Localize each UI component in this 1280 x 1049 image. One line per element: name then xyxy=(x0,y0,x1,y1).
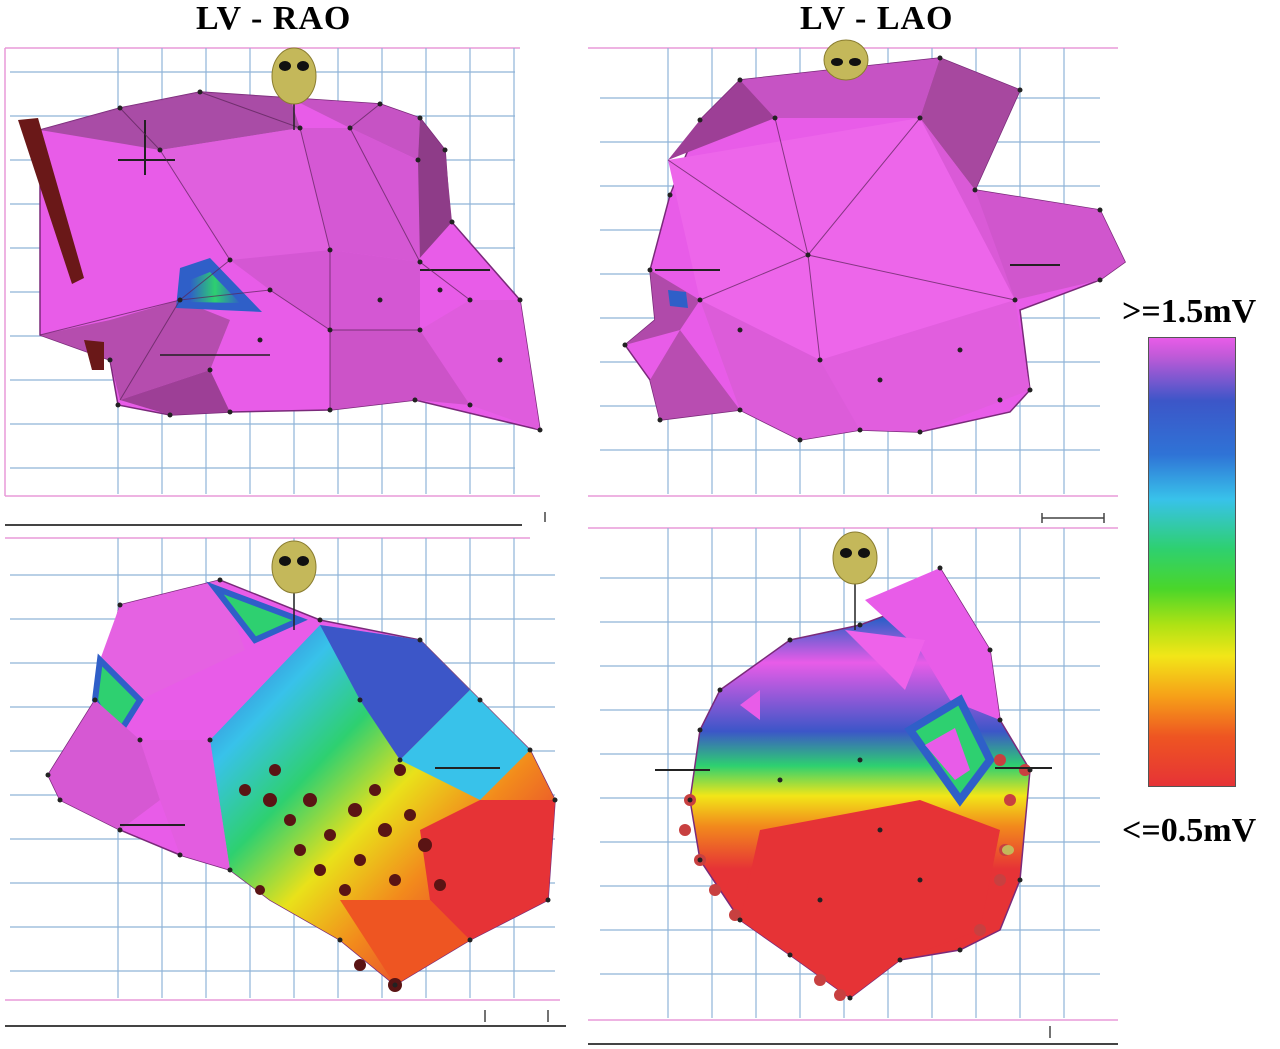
rao-orientation-head-icon-bottom xyxy=(271,540,317,594)
lao-orientation-head-icon-top xyxy=(823,39,869,81)
lao-voltage-map-bottom xyxy=(655,531,1052,1001)
rao-orientation-head-icon xyxy=(271,47,317,105)
rao-voltage-map-bottom xyxy=(45,540,558,992)
rao-title: LV - RAO xyxy=(196,0,352,37)
lao-orientation-head-icon-bottom xyxy=(832,531,878,585)
lao-voltage-map-top xyxy=(622,39,1126,443)
voltage-colorbar xyxy=(1148,337,1236,787)
rao-voltage-map-top xyxy=(18,47,543,433)
lao-title: LV - LAO xyxy=(800,0,954,37)
colorbar-min-label: <=0.5mV xyxy=(1122,812,1257,849)
colorbar-max-label: >=1.5mV xyxy=(1122,293,1257,330)
